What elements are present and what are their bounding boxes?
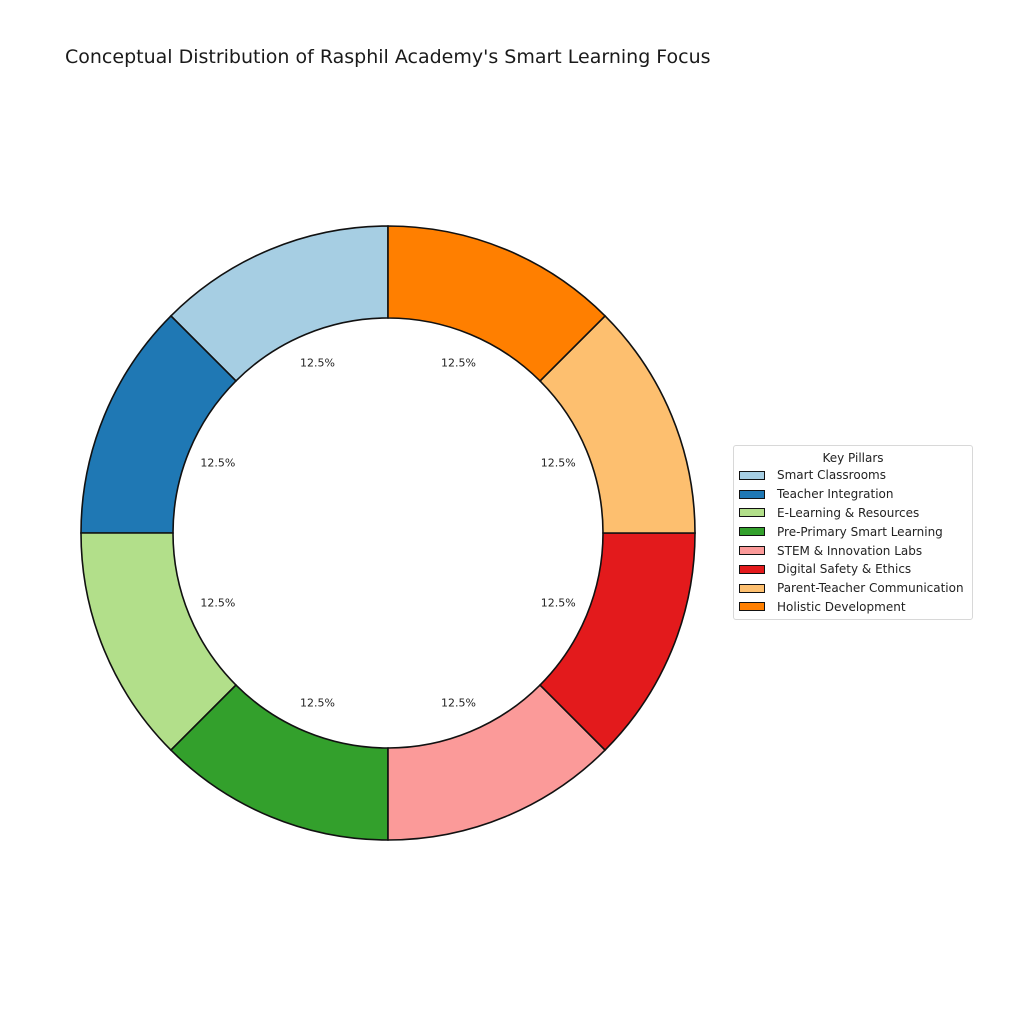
legend-label: Smart Classrooms <box>777 468 886 483</box>
legend-item: STEM & Innovation Labs <box>734 541 972 560</box>
legend-label: Parent-Teacher Communication <box>777 581 964 596</box>
legend-label: E-Learning & Resources <box>777 505 920 520</box>
slice-percentage-label: 12.5% <box>441 696 476 710</box>
legend-swatch <box>739 489 765 499</box>
chart-title: Conceptual Distribution of Rasphil Acade… <box>65 46 711 68</box>
slice-percentage-label: 12.5% <box>200 596 236 610</box>
slice-percentage-label: 12.5% <box>540 596 576 610</box>
slice-percentage-label: 12.5% <box>300 356 335 370</box>
legend-swatch <box>739 602 765 612</box>
slice-percentage-label: 12.5% <box>300 696 335 710</box>
legend-item: Smart Classrooms <box>734 466 972 485</box>
legend-title: Key Pillars <box>822 451 884 465</box>
legend-item: Holistic Development <box>734 598 972 617</box>
legend-swatch <box>739 527 765 537</box>
legend-items: Smart Classrooms Teacher Integration E-Lea… <box>734 466 972 616</box>
legend-label: Pre-Primary Smart Learning <box>777 524 943 539</box>
legend-swatch <box>739 546 765 556</box>
legend-item: E-Learning & Resources <box>734 504 972 523</box>
legend-item: Parent-Teacher Communication <box>734 579 972 598</box>
slice-percentage-label: 12.5% <box>540 456 576 469</box>
legend: Key Pillars Smart Classrooms Teacher Inte… <box>733 445 973 620</box>
legend-label: STEM & Innovation Labs <box>777 543 923 558</box>
legend-label: Teacher Integration <box>777 487 894 502</box>
legend-item: Pre-Primary Smart Learning <box>734 522 972 541</box>
legend-label: Holistic Development <box>777 599 906 614</box>
slice-percentage-label: 12.5% <box>200 456 236 469</box>
legend-item: Teacher Integration <box>734 485 972 504</box>
legend-label: Digital Safety & Ethics <box>777 562 912 577</box>
legend-swatch <box>739 564 765 574</box>
donut-slice <box>387 225 607 383</box>
legend-swatch <box>739 508 765 518</box>
slice-percentage-label: 12.5% <box>441 356 476 370</box>
legend-swatch <box>739 470 765 480</box>
legend-item: Digital Safety & Ethics <box>734 560 972 579</box>
legend-swatch <box>739 583 765 593</box>
